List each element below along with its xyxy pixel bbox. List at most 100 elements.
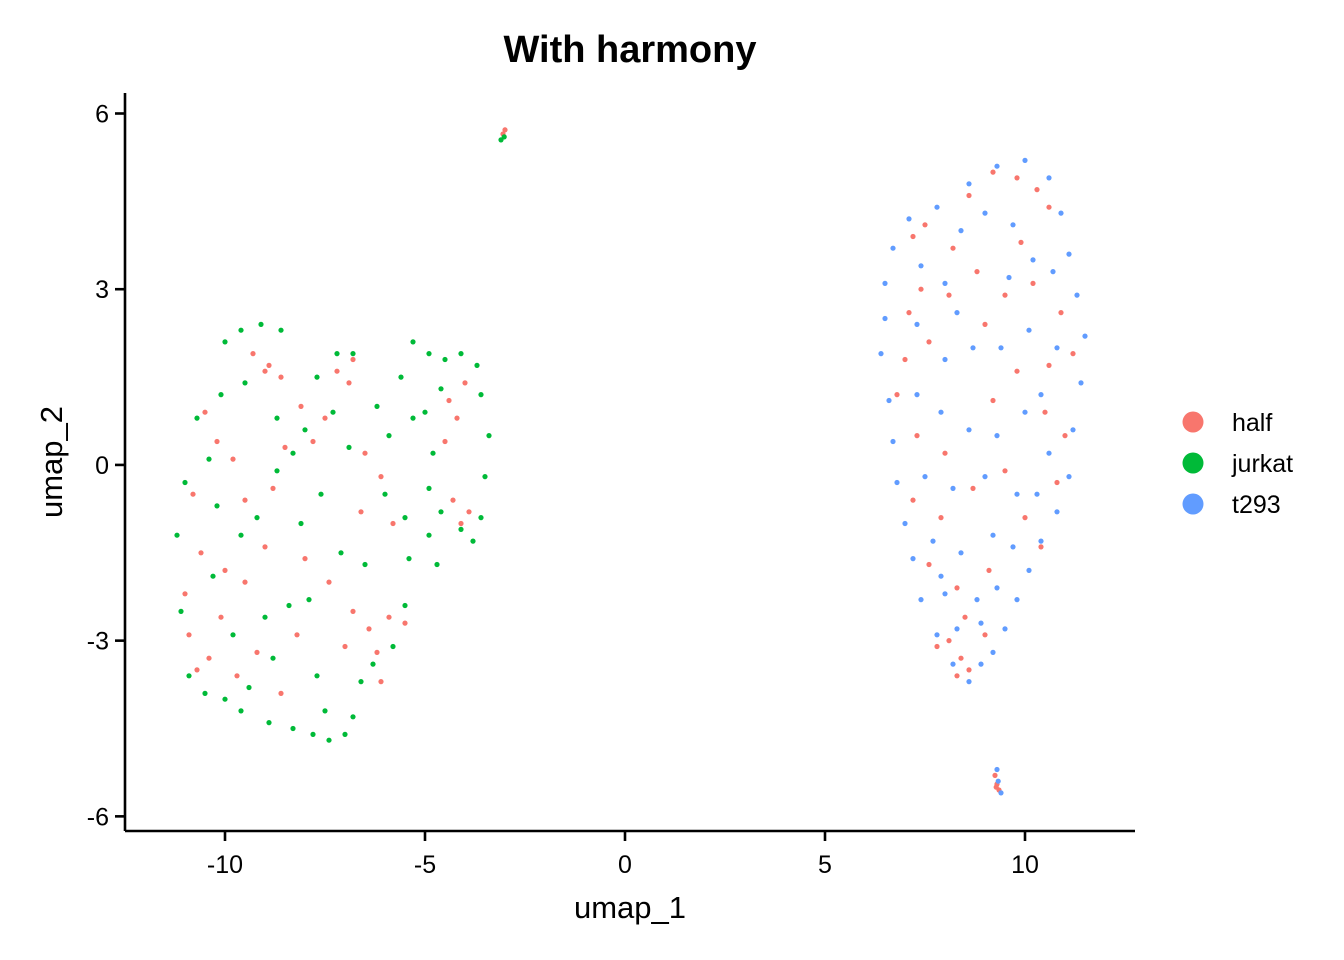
point-jurkat [274, 415, 280, 421]
point-half [262, 368, 268, 374]
point-jurkat [422, 409, 428, 415]
point-jurkat [314, 673, 320, 679]
point-t293 [882, 280, 888, 286]
point-half [1014, 368, 1020, 374]
legend-swatch-jurkat [1182, 452, 1204, 474]
point-half [942, 450, 948, 456]
point-t293 [902, 520, 908, 527]
y-axis-title: umap_2 [34, 406, 69, 518]
point-jurkat [238, 708, 244, 714]
point-jurkat [314, 374, 320, 380]
point-half [974, 269, 980, 275]
point-t293 [942, 280, 948, 286]
point-half [206, 655, 212, 661]
point-t293 [994, 433, 1000, 439]
point-jurkat [222, 696, 228, 702]
point-jurkat [486, 433, 492, 439]
point-half [1042, 409, 1048, 415]
point-jurkat [238, 532, 244, 538]
point-jurkat [230, 632, 236, 638]
point-t293 [1066, 251, 1072, 257]
x-axis-ticks: -10 -5 0 5 10 [207, 831, 1039, 879]
point-half [222, 567, 228, 574]
point-half [282, 444, 288, 450]
point-half [990, 397, 996, 404]
point-half [462, 380, 468, 386]
point-jurkat [330, 409, 336, 415]
point-half [346, 380, 352, 386]
point-t293 [1074, 292, 1080, 298]
point-half [966, 192, 972, 199]
point-half [918, 286, 924, 292]
point-half [242, 579, 248, 585]
point-t293 [998, 790, 1004, 796]
point-half [1002, 292, 1008, 298]
point-t293 [1058, 210, 1064, 216]
point-t293 [894, 479, 900, 486]
legend-swatch-t293 [1182, 493, 1204, 515]
point-jurkat [470, 538, 476, 544]
point-t293 [994, 585, 1000, 591]
point-jurkat [306, 597, 312, 603]
point-half [254, 649, 260, 656]
point-jurkat [210, 573, 216, 579]
point-t293 [978, 620, 984, 626]
point-half [1014, 175, 1020, 181]
point-t293 [1010, 222, 1016, 228]
point-jurkat [410, 415, 416, 421]
point-jurkat [238, 327, 244, 333]
point-jurkat [254, 515, 260, 521]
point-jurkat [362, 561, 368, 568]
point-jurkat [262, 614, 268, 620]
point-half [450, 497, 456, 503]
point-jurkat [246, 684, 252, 691]
point-half [1070, 351, 1076, 357]
point-half [362, 450, 368, 456]
point-t293 [878, 351, 884, 357]
point-half [250, 351, 256, 357]
point-t293 [1070, 427, 1076, 433]
point-t293 [995, 778, 1001, 784]
point-t293 [1038, 538, 1044, 544]
point-jurkat [430, 450, 436, 456]
point-jurkat [382, 491, 388, 497]
point-half [922, 222, 928, 228]
point-half [350, 608, 356, 615]
point-half [954, 585, 960, 591]
point-t293 [1082, 333, 1088, 339]
point-t293 [942, 591, 948, 597]
point-t293 [978, 661, 984, 667]
point-t293 [994, 766, 1000, 773]
point-half [902, 356, 908, 363]
point-jurkat [290, 725, 296, 732]
point-half [1046, 362, 1052, 368]
point-half [322, 415, 328, 421]
point-t293 [1034, 491, 1040, 497]
point-half [190, 491, 196, 497]
point-jurkat [398, 374, 404, 380]
point-jurkat [350, 714, 356, 720]
point-t293 [966, 181, 972, 187]
point-jurkat [482, 474, 488, 480]
point-jurkat [438, 386, 444, 392]
point-half [218, 614, 224, 620]
point-half [334, 368, 340, 374]
chart-title: With harmony [504, 29, 757, 71]
point-jurkat [206, 456, 212, 462]
point-half [262, 544, 268, 550]
point-jurkat [442, 356, 448, 363]
point-t293 [1054, 509, 1060, 515]
y-tick-label: 3 [95, 276, 109, 304]
point-half [234, 673, 240, 679]
point-jurkat [410, 339, 416, 345]
point-half [214, 438, 220, 445]
point-jurkat [258, 321, 264, 327]
point-t293 [1002, 626, 1008, 632]
point-t293 [1014, 491, 1020, 497]
point-t293 [990, 649, 996, 656]
point-jurkat [202, 690, 208, 697]
point-half [926, 339, 932, 345]
legend-swatch-half [1182, 411, 1204, 433]
point-half [938, 515, 944, 521]
point-half [230, 456, 236, 462]
